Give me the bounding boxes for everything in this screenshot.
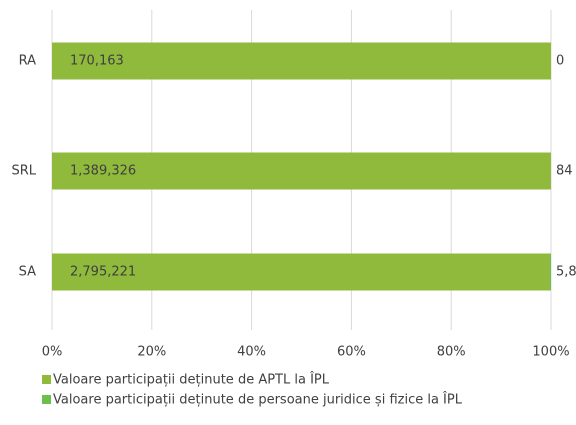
x-tick-label: 20%: [137, 345, 166, 360]
x-tick-label: 80%: [437, 345, 466, 360]
data-label: 84: [556, 164, 573, 179]
data-label: 1,389,326: [70, 164, 136, 179]
legend-label: Valoare participații deținute de persoan…: [53, 392, 463, 408]
y-tick-label: SA: [19, 265, 36, 280]
legend-swatch: [42, 375, 51, 384]
bar-segment: [52, 42, 551, 80]
x-tick-label: 60%: [337, 345, 366, 360]
x-tick-label: 0%: [42, 345, 63, 360]
y-tick-label: RA: [19, 54, 37, 69]
bar-segment: [549, 253, 551, 291]
data-label: 0: [556, 54, 564, 69]
x-tick-label: 100%: [532, 345, 569, 360]
legend-label: Valoare participații deținute de APTL la…: [53, 372, 330, 388]
y-tick-label: SRL: [11, 164, 36, 179]
bar-segment: [52, 152, 551, 190]
data-label: 2,795,221: [70, 265, 136, 280]
data-label: 5,839: [556, 265, 576, 280]
x-tick-label: 40%: [237, 345, 266, 360]
bar-segment: [52, 253, 550, 291]
legend-swatch: [42, 395, 51, 404]
data-label: 170,163: [70, 54, 124, 69]
